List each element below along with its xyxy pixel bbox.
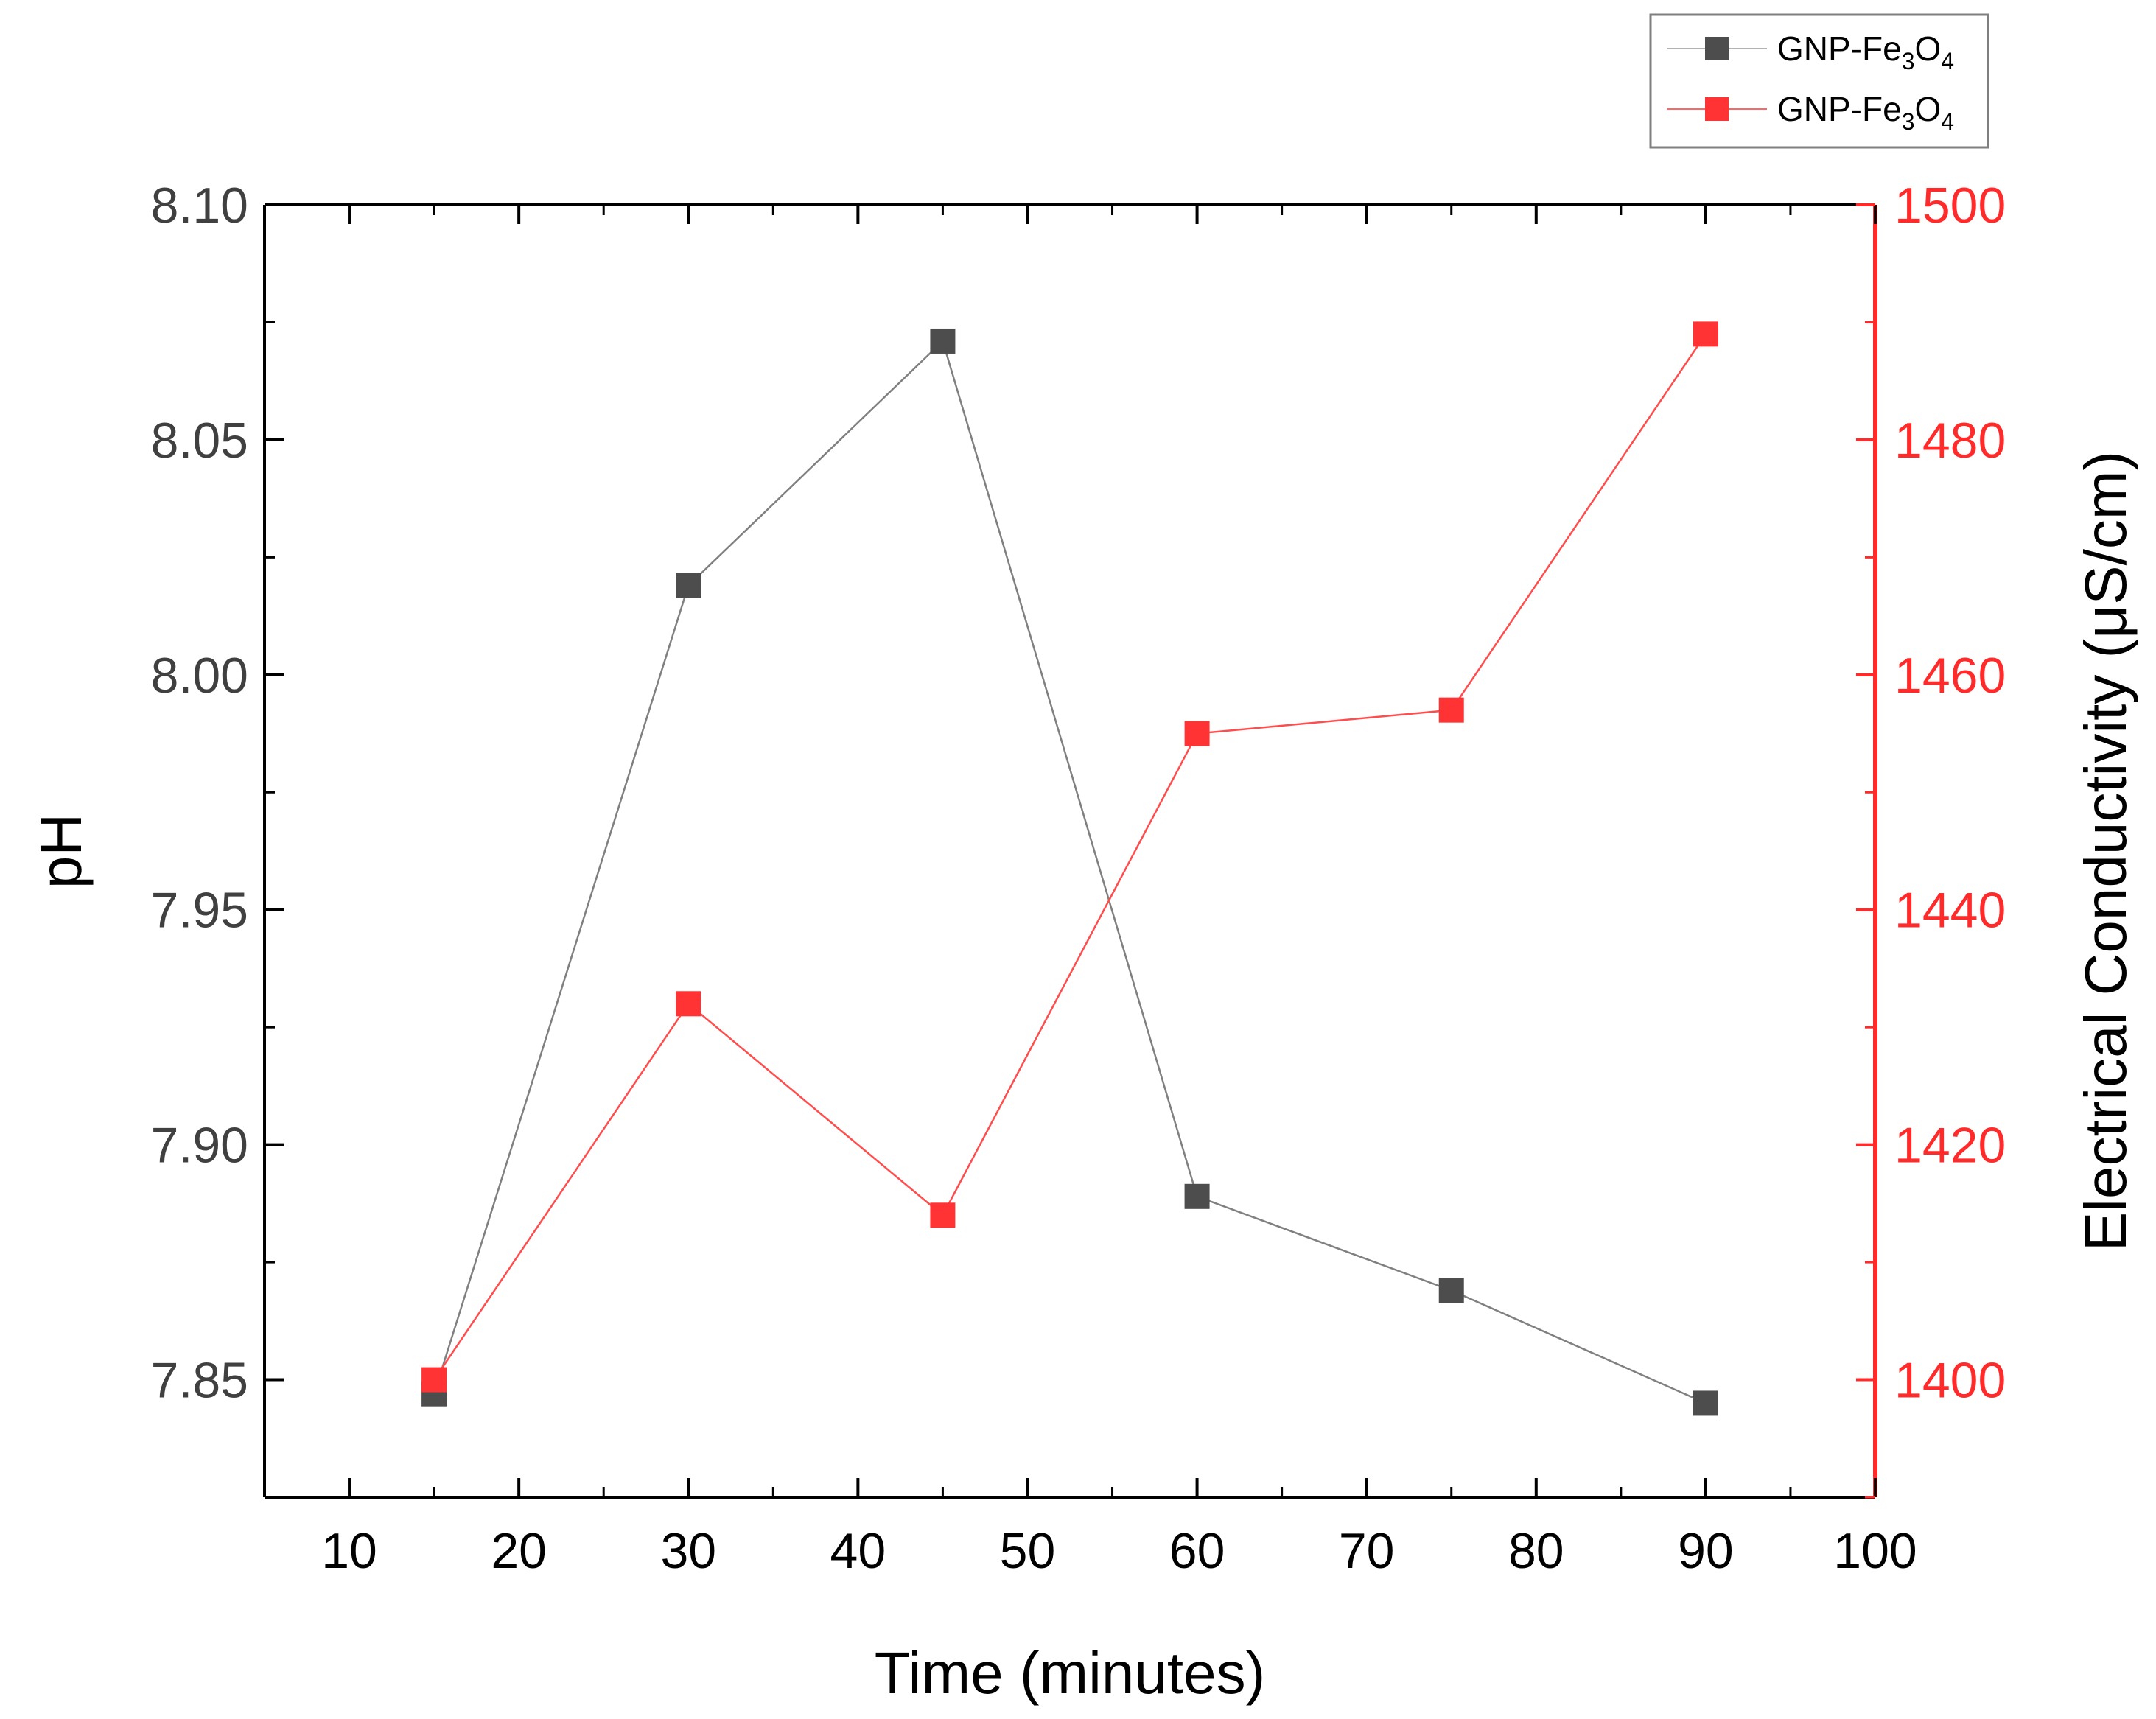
y2-tick-label: 1460	[1894, 648, 2006, 704]
ec-point	[1693, 321, 1718, 347]
x-tick-label: 60	[1169, 1523, 1225, 1579]
left-y-axis-ticks: 7.85 7.90 7.95 8.00 8.05 8.10	[151, 178, 284, 1499]
legend: GNP-Fe3O4 GNP-Fe3O4	[1649, 13, 1989, 149]
x-tick-label: 50	[1000, 1523, 1056, 1579]
y2-tick-label: 1440	[1894, 883, 2006, 939]
legend-label-ec: GNP-Fe3O4	[1777, 90, 1954, 135]
x-tick-label: 80	[1508, 1523, 1564, 1579]
legend-entry-ec: GNP-Fe3O4	[1667, 90, 1954, 135]
right-y-axis-title: Electrical Conductivity (μS/cm)	[2073, 451, 2138, 1251]
y-tick-label: 7.90	[151, 1118, 248, 1174]
right-y-axis-ticks: 1400 1420 1440 1460 1480 1500	[1856, 178, 2006, 1499]
y2-tick-label: 1480	[1894, 413, 2006, 469]
ec-point	[930, 1202, 956, 1228]
ec-point	[1438, 697, 1464, 723]
ph-point	[1438, 1278, 1464, 1303]
ph-point	[1693, 1390, 1718, 1416]
y-tick-label: 8.05	[151, 413, 248, 469]
x-tick-label: 70	[1339, 1523, 1395, 1579]
ph-point	[930, 328, 956, 354]
ph-point	[1184, 1183, 1210, 1209]
x-tick-label: 10	[321, 1523, 377, 1579]
y2-tick-label: 1420	[1894, 1118, 2006, 1174]
y-tick-label: 7.95	[151, 883, 248, 939]
series-ph	[421, 328, 1718, 1416]
series-ec	[421, 321, 1718, 1393]
x-axis-ticks: 10 20 30 40 50 60 70 80 90 100	[263, 205, 1917, 1579]
series-ec-line	[433, 333, 1707, 1381]
ec-point	[421, 1367, 447, 1393]
x-tick-label: 90	[1678, 1523, 1734, 1579]
ec-point	[676, 991, 701, 1017]
y-tick-label: 8.00	[151, 648, 248, 704]
y-tick-label: 7.85	[151, 1353, 248, 1409]
ph-point	[676, 573, 701, 598]
y2-tick-label: 1400	[1894, 1353, 2006, 1409]
plot-frame	[263, 203, 1877, 1499]
x-tick-label: 100	[1833, 1523, 1917, 1579]
x-axis-title: Time (minutes)	[875, 1640, 1265, 1706]
x-tick-label: 40	[830, 1523, 886, 1579]
legend-marker-ph	[1705, 37, 1729, 60]
x-tick-label: 20	[491, 1523, 547, 1579]
y2-tick-label: 1500	[1894, 178, 2006, 234]
series-ph-line	[433, 339, 1707, 1404]
y-tick-label: 8.10	[151, 178, 248, 234]
legend-label-ph: GNP-Fe3O4	[1777, 29, 1954, 74]
ec-point	[1184, 721, 1210, 746]
legend-marker-ec	[1705, 97, 1729, 121]
legend-entry-ph: GNP-Fe3O4	[1667, 29, 1954, 74]
x-tick-label: 30	[660, 1523, 716, 1579]
left-y-axis-title: pH	[28, 813, 94, 889]
